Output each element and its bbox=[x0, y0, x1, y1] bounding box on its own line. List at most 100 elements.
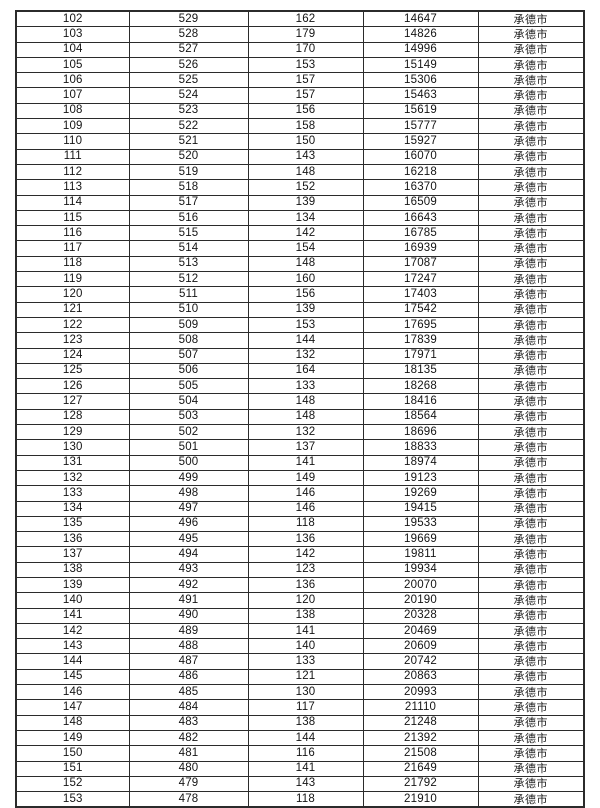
cell-region: 承德市 bbox=[477, 500, 585, 517]
cell-region: 承德市 bbox=[477, 378, 585, 395]
cell-score: 501 bbox=[128, 439, 249, 456]
cell-rank: 102 bbox=[15, 10, 130, 28]
cell-score: 527 bbox=[128, 41, 249, 58]
table-row: 141 490 138 20328 承德市 bbox=[15, 607, 585, 624]
cell-count: 141 bbox=[247, 760, 364, 777]
cell-rank: 128 bbox=[15, 408, 130, 426]
cell-cumulative: 15306 bbox=[362, 72, 479, 89]
table-row: 108 523 156 15619 承德市 bbox=[15, 102, 585, 120]
cell-region: 承德市 bbox=[477, 714, 585, 731]
cell-region: 承德市 bbox=[477, 225, 585, 242]
cell-region: 承德市 bbox=[477, 194, 585, 211]
cell-score: 513 bbox=[128, 255, 249, 273]
cell-score: 505 bbox=[128, 378, 249, 395]
cell-rank: 111 bbox=[15, 148, 130, 165]
cell-rank: 130 bbox=[15, 439, 130, 456]
table-row: 122 509 153 17695 承德市 bbox=[15, 316, 585, 334]
cell-score: 528 bbox=[128, 26, 249, 43]
cell-region: 承德市 bbox=[477, 209, 585, 227]
cell-cumulative: 16643 bbox=[362, 209, 479, 227]
cell-region: 承德市 bbox=[477, 87, 585, 104]
cell-rank: 108 bbox=[15, 102, 130, 120]
cell-rank: 122 bbox=[15, 316, 130, 334]
cell-region: 承德市 bbox=[477, 286, 585, 303]
cell-score: 517 bbox=[128, 194, 249, 211]
cell-count: 138 bbox=[247, 607, 364, 624]
cell-count: 157 bbox=[247, 87, 364, 104]
table-row: 102 529 162 14647 承德市 bbox=[15, 10, 585, 28]
cell-region: 承德市 bbox=[477, 163, 585, 181]
cell-cumulative: 21792 bbox=[362, 775, 479, 793]
cell-count: 148 bbox=[247, 408, 364, 426]
cell-cumulative: 16070 bbox=[362, 148, 479, 165]
cell-rank: 105 bbox=[15, 56, 130, 74]
cell-rank: 151 bbox=[15, 760, 130, 777]
cell-region: 承德市 bbox=[477, 393, 585, 410]
cell-score: 492 bbox=[128, 576, 249, 594]
cell-region: 承德市 bbox=[477, 699, 585, 716]
cell-region: 承德市 bbox=[477, 26, 585, 43]
cell-rank: 121 bbox=[15, 301, 130, 318]
table-row: 152 479 143 21792 承德市 bbox=[15, 775, 585, 793]
cell-score: 494 bbox=[128, 546, 249, 563]
cell-rank: 134 bbox=[15, 500, 130, 517]
cell-region: 承德市 bbox=[477, 347, 585, 364]
table-row: 117 514 154 16939 承德市 bbox=[15, 240, 585, 257]
cell-cumulative: 19934 bbox=[362, 561, 479, 578]
table-row: 151 480 141 21649 承德市 bbox=[15, 760, 585, 777]
cell-region: 承德市 bbox=[477, 301, 585, 318]
cell-rank: 126 bbox=[15, 378, 130, 395]
cell-region: 承德市 bbox=[477, 745, 585, 762]
cell-count: 138 bbox=[247, 714, 364, 731]
table-row: 134 497 146 19415 承德市 bbox=[15, 500, 585, 517]
table-row: 133 498 146 19269 承德市 bbox=[15, 485, 585, 502]
cell-count: 170 bbox=[247, 41, 364, 58]
page-root: 102 529 162 14647 承德市 103 528 179 14826 承德市 104 527… bbox=[15, 10, 585, 808]
table-row: 137 494 142 19811 承德市 bbox=[15, 546, 585, 563]
cell-count: 132 bbox=[247, 347, 364, 364]
cell-count: 144 bbox=[247, 332, 364, 349]
cell-score: 518 bbox=[128, 179, 249, 196]
cell-region: 承德市 bbox=[477, 729, 585, 747]
table-row: 143 488 140 20609 承德市 bbox=[15, 638, 585, 655]
cell-region: 承德市 bbox=[477, 408, 585, 426]
cell-cumulative: 18696 bbox=[362, 424, 479, 441]
cell-region: 承德市 bbox=[477, 607, 585, 624]
cell-region: 承德市 bbox=[477, 255, 585, 273]
cell-cumulative: 20742 bbox=[362, 653, 479, 670]
cell-region: 承德市 bbox=[477, 791, 585, 808]
cell-rank: 147 bbox=[15, 699, 130, 716]
cell-region: 承德市 bbox=[477, 102, 585, 120]
cell-score: 508 bbox=[128, 332, 249, 349]
table-row: 104 527 170 14996 承德市 bbox=[15, 41, 585, 58]
cell-rank: 143 bbox=[15, 638, 130, 655]
cell-rank: 103 bbox=[15, 26, 130, 43]
table-row: 120 511 156 17403 承德市 bbox=[15, 286, 585, 303]
cell-cumulative: 16218 bbox=[362, 163, 479, 181]
cell-rank: 106 bbox=[15, 72, 130, 89]
cell-score: 479 bbox=[128, 775, 249, 793]
table-row: 150 481 116 21508 承德市 bbox=[15, 745, 585, 762]
cell-score: 498 bbox=[128, 485, 249, 502]
cell-region: 承德市 bbox=[477, 684, 585, 701]
cell-count: 162 bbox=[247, 10, 364, 28]
cell-count: 143 bbox=[247, 148, 364, 165]
cell-rank: 140 bbox=[15, 592, 130, 609]
cell-count: 117 bbox=[247, 699, 364, 716]
table-row: 111 520 143 16070 承德市 bbox=[15, 148, 585, 165]
cell-rank: 150 bbox=[15, 745, 130, 762]
cell-count: 130 bbox=[247, 684, 364, 701]
cell-rank: 118 bbox=[15, 255, 130, 273]
cell-cumulative: 21248 bbox=[362, 714, 479, 731]
cell-rank: 117 bbox=[15, 240, 130, 257]
cell-rank: 149 bbox=[15, 729, 130, 747]
cell-rank: 127 bbox=[15, 393, 130, 410]
table-row: 132 499 149 19123 承德市 bbox=[15, 469, 585, 487]
cell-rank: 146 bbox=[15, 684, 130, 701]
cell-rank: 129 bbox=[15, 424, 130, 441]
cell-count: 158 bbox=[247, 118, 364, 135]
cell-count: 140 bbox=[247, 638, 364, 655]
cell-cumulative: 18416 bbox=[362, 393, 479, 410]
cell-region: 承德市 bbox=[477, 439, 585, 456]
cell-score: 483 bbox=[128, 714, 249, 731]
